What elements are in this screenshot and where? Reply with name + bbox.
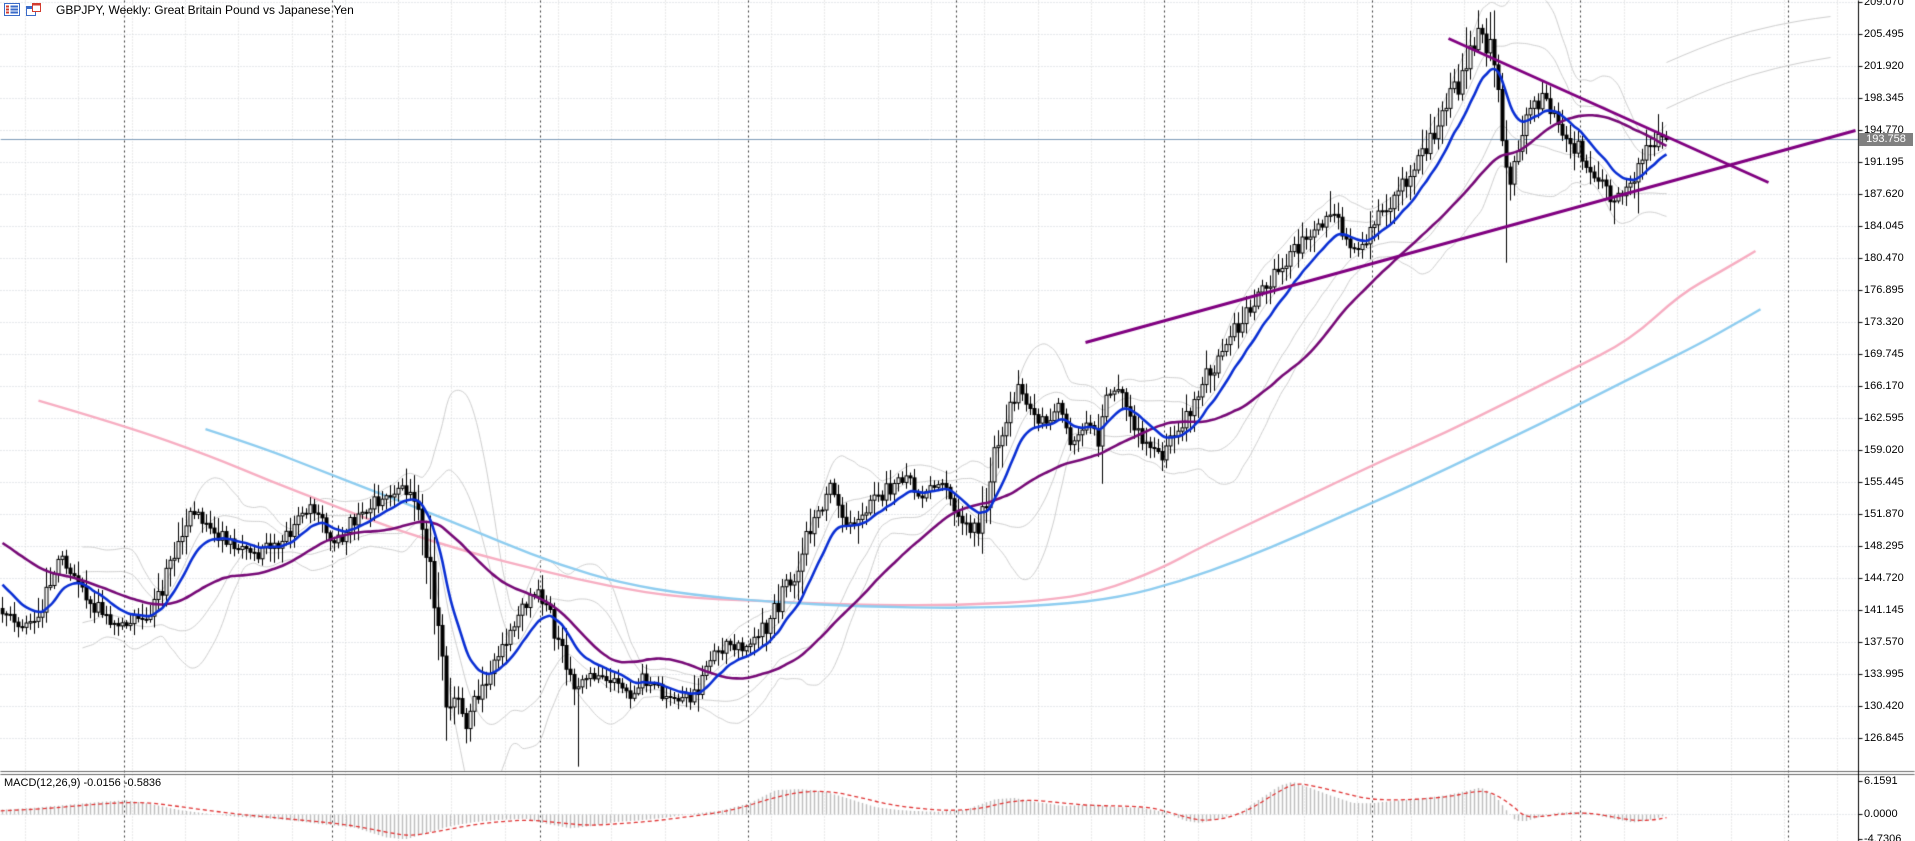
price-axis-label: 144.720 (1864, 572, 1904, 584)
price-axis-label: 180.470 (1864, 252, 1904, 264)
price-axis-label: 169.745 (1864, 348, 1904, 360)
macd-axis-label: 0.0000 (1864, 808, 1898, 820)
price-axis-label: 130.420 (1864, 700, 1904, 712)
price-axis-label: 205.495 (1864, 28, 1904, 40)
current-price-badge: 193.758 (1859, 132, 1913, 146)
macd-indicator-label: MACD(12,26,9) -0.0156 -0.5836 (4, 777, 161, 789)
price-axis-label: 162.595 (1864, 412, 1904, 424)
price-axis-label: 126.845 (1864, 732, 1904, 744)
price-axis-label: 148.295 (1864, 540, 1904, 552)
symbol-description: Great Britain Pound vs Japanese Yen (154, 3, 354, 17)
indicator-list-icon[interactable] (4, 3, 20, 16)
price-axis-label: 141.145 (1864, 604, 1904, 616)
price-axis-label: 137.570 (1864, 636, 1904, 648)
price-axis-label: 159.020 (1864, 444, 1904, 456)
price-axis-label: 201.920 (1864, 60, 1904, 72)
macd-axis-label: -4.7306 (1864, 833, 1902, 841)
price-axis-label: 133.995 (1864, 668, 1904, 680)
price-axis-label: 194.770 (1864, 124, 1904, 136)
macd-value: -0.0156 (83, 777, 121, 789)
chart-title: GBPJPY, Weekly: Great Britain Pound vs J… (56, 3, 354, 17)
macd-axis-label: 6.1591 (1864, 775, 1898, 788)
macd-signal-value: -0.5836 (123, 777, 162, 789)
symbol-period-label: GBPJPY, Weekly: (56, 3, 151, 17)
price-axis-label: 184.045 (1864, 220, 1904, 232)
chart-window-icon[interactable] (25, 3, 41, 16)
price-axis-label: 173.320 (1864, 316, 1904, 328)
price-axis-label: 166.170 (1864, 380, 1904, 392)
price-axis-label: 209.070 (1864, 0, 1904, 9)
chart-toolbar-icons (4, 3, 41, 16)
price-axis-label: 176.895 (1864, 284, 1904, 296)
macd-name: MACD(12,26,9) (4, 777, 81, 789)
price-axis-label: 191.195 (1864, 156, 1904, 168)
price-axis-label: 198.345 (1864, 92, 1904, 104)
price-axis-label: 187.620 (1864, 188, 1904, 200)
price-axis-label: 155.445 (1864, 476, 1904, 488)
price-axis-label: 151.870 (1864, 508, 1904, 520)
